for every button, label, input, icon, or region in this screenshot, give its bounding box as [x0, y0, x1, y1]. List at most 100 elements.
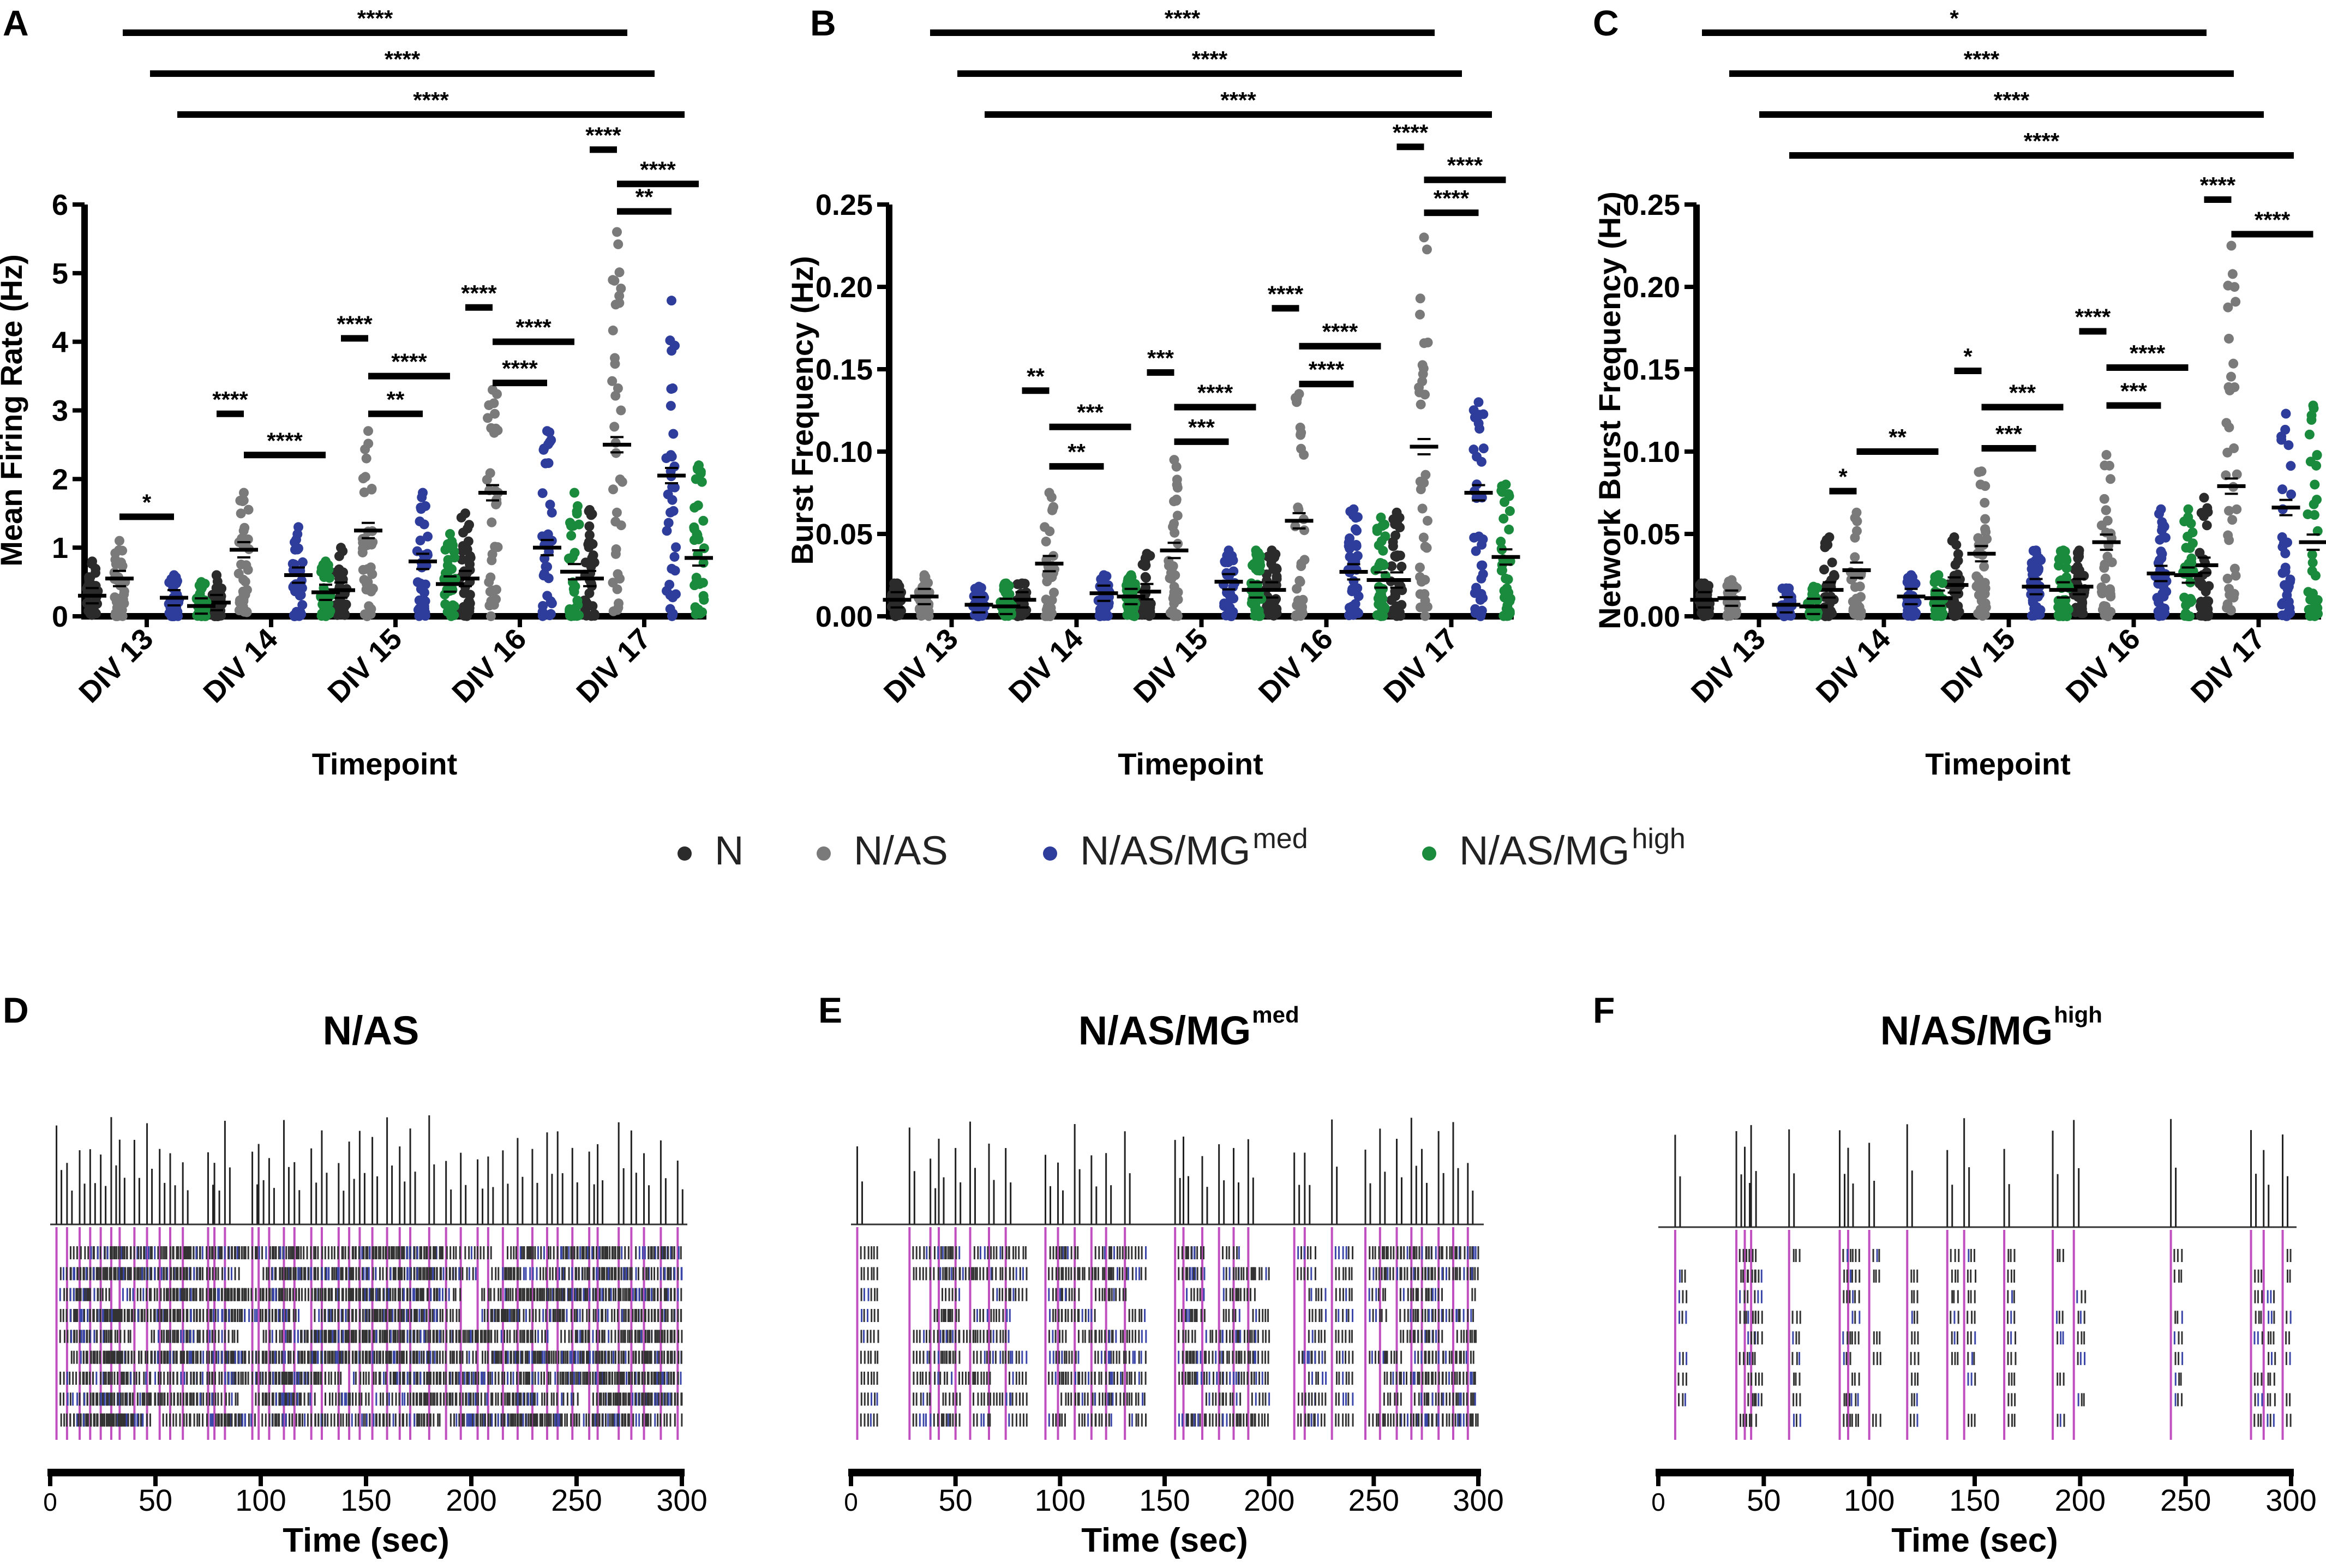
data-point [485, 586, 495, 597]
sig-label-top: **** [1165, 5, 1201, 31]
sig-label: * [142, 490, 152, 515]
data-point [1422, 244, 1432, 255]
data-point [364, 607, 375, 617]
data-point [418, 608, 428, 618]
data-point-max [460, 508, 470, 519]
data-point [2283, 440, 2294, 450]
data-point-max [1267, 545, 1277, 556]
data-point [485, 468, 495, 478]
data-point-max [2226, 241, 2237, 251]
data-point [1852, 516, 1862, 526]
data-point [423, 531, 433, 542]
y-tick-label: 0.15 [816, 353, 873, 386]
data-point [1172, 474, 1182, 485]
data-point [491, 499, 501, 509]
data-point [2102, 551, 2113, 562]
data-point [1980, 481, 1991, 491]
data-point [493, 542, 503, 552]
data-point [1137, 560, 1148, 570]
data-point [2304, 429, 2315, 440]
data-point [165, 578, 176, 588]
data-point [668, 429, 679, 439]
data-point [2286, 461, 2296, 471]
data-point [1296, 429, 1306, 440]
data-point [2161, 586, 2172, 597]
data-point [1980, 514, 1991, 524]
data-point [1293, 502, 1303, 513]
data-point [2199, 554, 2209, 564]
data-point [1167, 608, 1178, 618]
data-point [2232, 504, 2242, 514]
data-point [669, 461, 680, 472]
y-tick-label: 0.00 [816, 600, 873, 633]
data-point [419, 519, 429, 530]
data-point [2099, 494, 2109, 504]
sig-label: **** [585, 122, 621, 148]
data-point-max [1251, 545, 1261, 556]
data-point [418, 550, 429, 561]
data-point [1353, 591, 1364, 602]
legend-marker [1043, 846, 1057, 861]
data-point [1975, 610, 1985, 620]
data-point [1272, 571, 1282, 581]
data-point [665, 604, 675, 614]
data-point [2227, 269, 2238, 279]
sig-label: **** [515, 315, 551, 340]
y-tick-label: 0.05 [816, 518, 873, 551]
data-point [569, 587, 579, 597]
data-point [565, 518, 575, 528]
data-point [2204, 581, 2214, 591]
data-point [665, 335, 675, 346]
data-point [233, 568, 244, 579]
data-point [1949, 570, 1959, 581]
data-point [1979, 561, 1989, 572]
data-point [195, 588, 205, 599]
data-point [1295, 576, 1305, 587]
data-point [1730, 583, 1741, 593]
data-point-max [542, 426, 552, 436]
data-point [1248, 560, 1258, 570]
data-point-max [1376, 512, 1386, 522]
data-point [1172, 510, 1183, 521]
data-point [1169, 591, 1179, 601]
data-point [2197, 608, 2208, 618]
legend-label-superscript: high [1632, 823, 1685, 855]
data-point-max [892, 578, 902, 588]
data-point [416, 584, 426, 594]
data-point [1420, 611, 1430, 621]
panel-label: D [3, 990, 29, 1030]
data-point [1169, 519, 1179, 529]
data-point-max [667, 296, 676, 306]
panel-label: C [1593, 3, 1619, 43]
data-point [2231, 297, 2241, 307]
data-point [543, 529, 553, 539]
data-point [1469, 532, 1479, 543]
data-point-max [239, 488, 249, 498]
data-point [2223, 333, 2234, 344]
data-point [1418, 532, 1429, 543]
data-point-max [1824, 532, 1835, 543]
data-point-max [2199, 492, 2209, 503]
data-point [119, 586, 129, 597]
data-point [612, 507, 622, 518]
sig-label: * [1838, 464, 1848, 489]
data-point [337, 574, 347, 584]
data-point [2303, 509, 2313, 519]
data-point-max [2101, 450, 2112, 460]
y-axis-label: Burst Frequency (Hz) [785, 256, 819, 564]
y-tick-label: 0.10 [816, 436, 873, 468]
data-point [1504, 506, 1515, 516]
data-point [2277, 568, 2288, 578]
data-point [335, 594, 345, 605]
data-point [297, 600, 308, 610]
data-point [1290, 521, 1300, 531]
data-point [238, 586, 248, 597]
data-point [2224, 506, 2234, 516]
data-point-max [2183, 504, 2193, 514]
data-point [486, 596, 496, 606]
sig-label: **** [1197, 380, 1233, 405]
data-point [1102, 610, 1112, 621]
data-point [1297, 605, 1307, 615]
data-point [610, 516, 621, 527]
y-tick-label: 2 [52, 463, 68, 496]
